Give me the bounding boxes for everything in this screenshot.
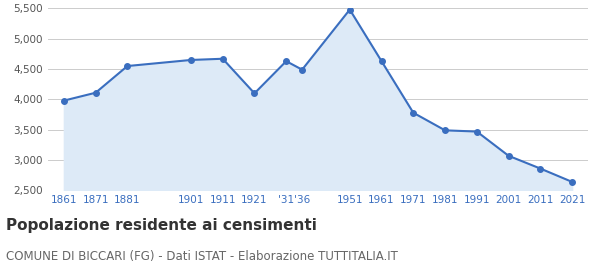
Text: Popolazione residente ai censimenti: Popolazione residente ai censimenti [6, 218, 317, 233]
Text: COMUNE DI BICCARI (FG) - Dati ISTAT - Elaborazione TUTTITALIA.IT: COMUNE DI BICCARI (FG) - Dati ISTAT - El… [6, 250, 398, 263]
